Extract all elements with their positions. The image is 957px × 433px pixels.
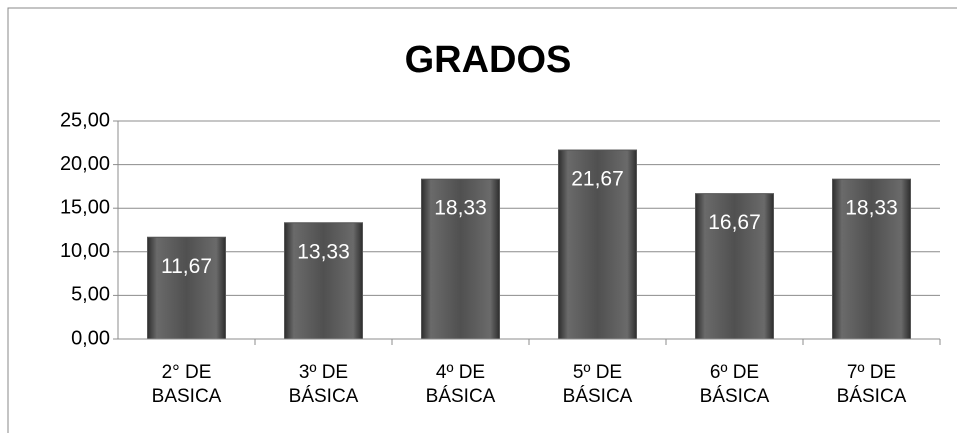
chart-border [7, 7, 957, 433]
x-tick-label: 6º DE BÁSICA [699, 362, 770, 407]
data-label: 18,33 [434, 197, 487, 220]
x-tick-label: 7º DE BÁSICA [836, 362, 907, 407]
bar [558, 149, 637, 340]
y-tick-label: 10,00 [60, 240, 110, 262]
y-tick-label: 15,00 [60, 196, 110, 218]
y-tick-label: 5,00 [71, 284, 110, 306]
y-tick-label: 25,00 [60, 109, 110, 131]
y-tick-label: 0,00 [71, 327, 110, 349]
x-tick-label: 4º DE BÁSICA [425, 362, 496, 407]
bar [832, 178, 911, 340]
x-tick-label: 5º DE BÁSICA [562, 362, 633, 407]
bar [147, 236, 226, 340]
x-tick-label: 2° DE BASICA [151, 362, 222, 407]
chart-title: GRADOS [405, 39, 572, 81]
data-label: 16,67 [708, 211, 761, 234]
data-label: 11,67 [161, 255, 212, 278]
bar [695, 193, 774, 340]
data-label: 18,33 [845, 197, 898, 220]
data-label: 13,33 [297, 240, 350, 263]
data-label: 21,67 [571, 168, 624, 191]
x-tick-label: 3º DE BÁSICA [288, 362, 359, 407]
y-tick-label: 20,00 [60, 153, 110, 175]
